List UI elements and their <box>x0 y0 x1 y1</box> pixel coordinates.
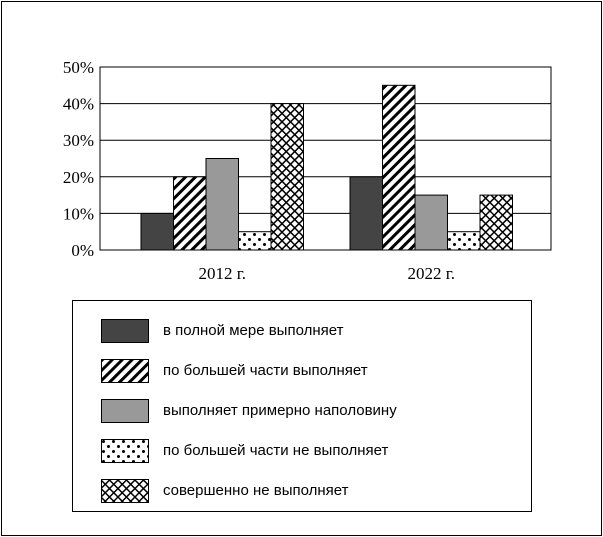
y-tick-label: 10% <box>63 204 94 223</box>
bar <box>205 158 239 251</box>
legend-swatch <box>101 399 149 423</box>
legend-label: выполняет примерно наполовину <box>163 402 397 419</box>
y-tick-label: 0% <box>71 241 94 260</box>
legend-swatch <box>101 359 149 383</box>
legend: в полной мере выполняет по большей части … <box>72 300 532 512</box>
plot-area-border <box>99 66 552 251</box>
bar <box>140 212 174 251</box>
x-category-label: 2012 г. <box>198 264 246 283</box>
legend-label: по большей части не выполняет <box>163 442 389 459</box>
legend-label: по большей части выполняет <box>163 362 368 379</box>
legend-swatch <box>101 479 149 503</box>
bar-chart: 0% 10% 20% 30% 40% 50% 2012 г. 2022 г. <box>63 58 552 283</box>
legend-swatch <box>101 319 149 343</box>
bar <box>349 176 383 251</box>
legend-swatch <box>101 439 149 463</box>
y-tick-label: 20% <box>63 168 94 187</box>
bar <box>479 194 513 251</box>
bar <box>447 231 481 251</box>
bar <box>382 84 416 251</box>
x-axis-labels: 2012 г. 2022 г. <box>198 264 455 283</box>
legend-label: в полной мере выполняет <box>163 322 344 339</box>
x-category-label: 2022 г. <box>407 264 455 283</box>
y-axis: 0% 10% 20% 30% 40% 50% <box>63 58 94 260</box>
y-tick-label: 40% <box>63 95 94 114</box>
bar <box>270 103 304 251</box>
bar <box>173 176 207 251</box>
y-tick-label: 50% <box>63 58 94 77</box>
bar <box>414 194 448 251</box>
bar <box>238 231 272 251</box>
y-tick-label: 30% <box>63 131 94 150</box>
bars <box>140 84 513 251</box>
legend-label: совершенно не выполняет <box>163 482 349 499</box>
